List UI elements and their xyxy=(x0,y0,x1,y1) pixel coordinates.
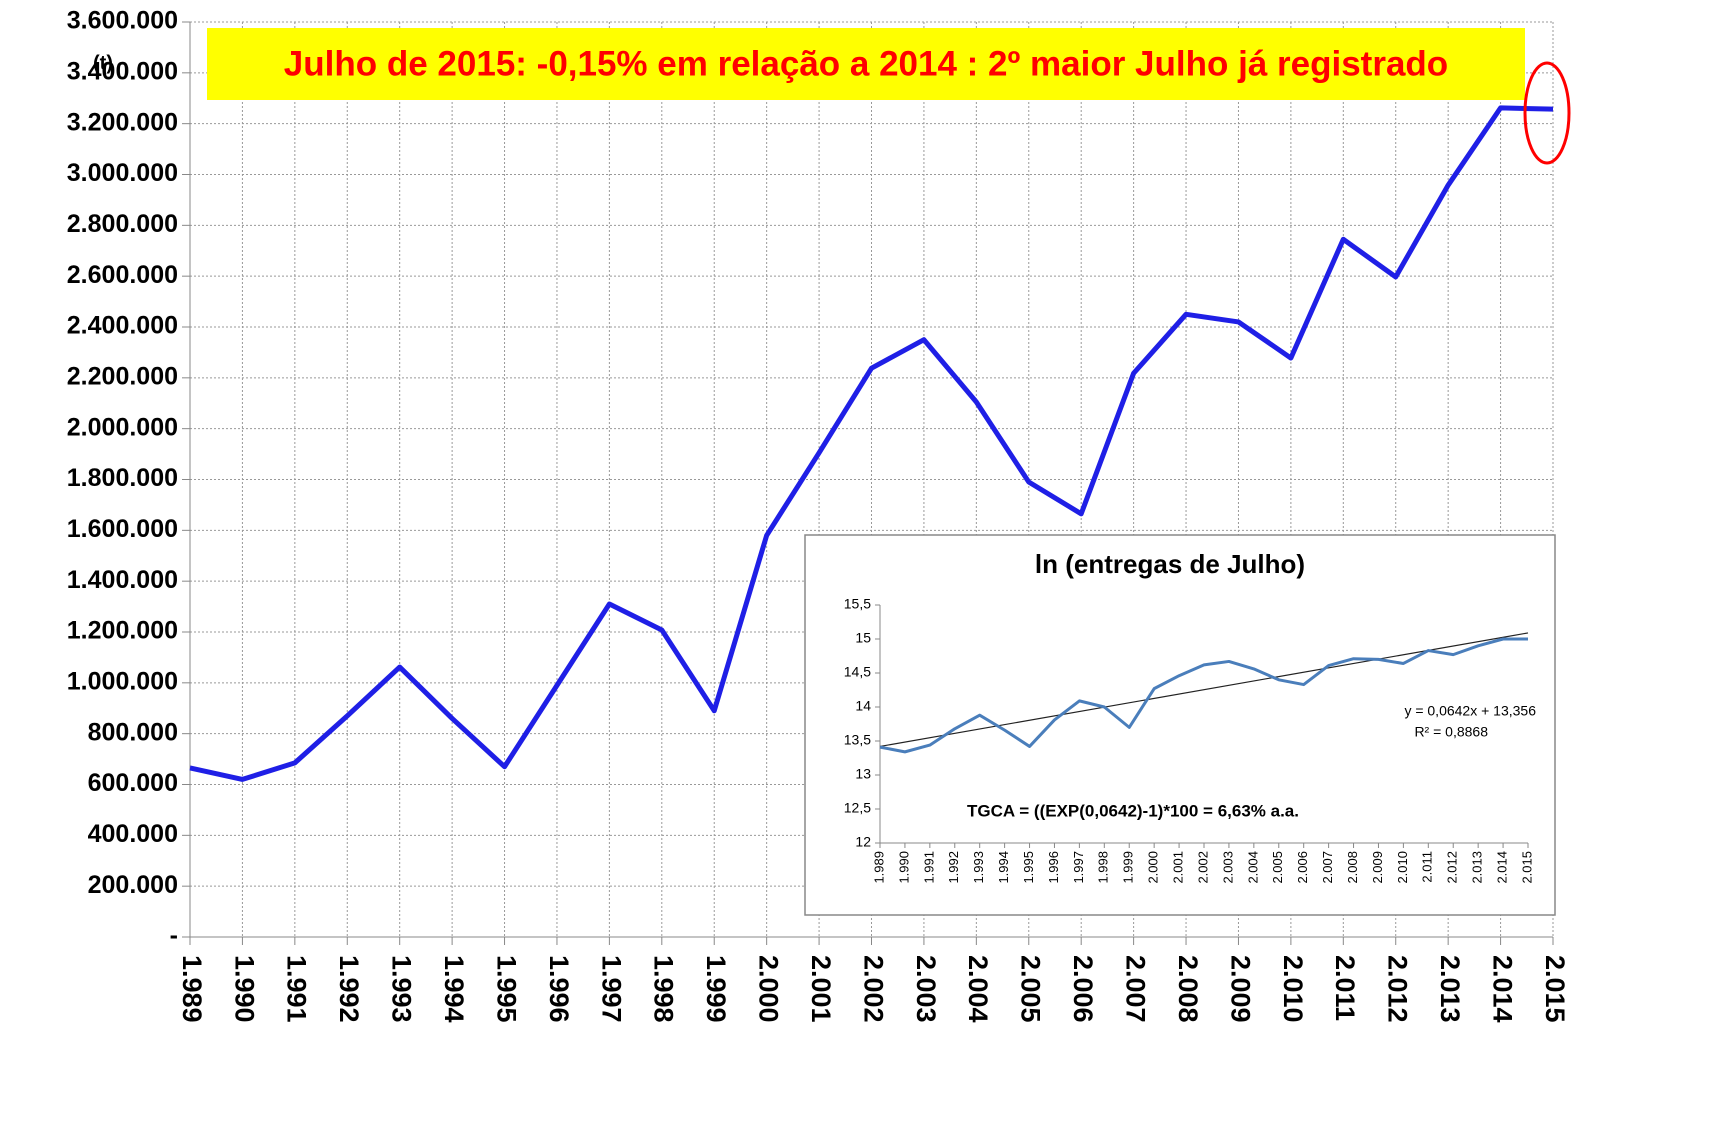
y-tick-label: 1.000.000 xyxy=(67,667,178,695)
x-tick-label: 1.999 xyxy=(701,955,731,1023)
x-tick-label: 2.006 xyxy=(1295,851,1310,884)
x-tick-label: 1.996 xyxy=(1046,851,1061,884)
x-tick-label: 2.010 xyxy=(1395,851,1410,884)
x-tick-label: 2.005 xyxy=(1270,851,1285,884)
x-tick-label: 2.008 xyxy=(1345,851,1360,884)
x-tick-label: 2.001 xyxy=(1171,851,1186,884)
x-tick-label: 2.014 xyxy=(1487,955,1517,1023)
x-tick-label: 2.005 xyxy=(1016,955,1046,1023)
r-squared: R² = 0,8868 xyxy=(1414,724,1488,740)
y-tick-label: 13 xyxy=(855,766,871,782)
data-line xyxy=(879,637,1528,754)
x-tick-label: 1.989 xyxy=(177,955,207,1023)
y-tick-label: 3.000.000 xyxy=(67,159,178,187)
x-tick-label: 2.007 xyxy=(1120,955,1150,1023)
y-tick-label: 1.400.000 xyxy=(67,566,178,594)
x-tick-label: 1.992 xyxy=(946,851,961,884)
x-tick-label: 2.008 xyxy=(1173,955,1203,1023)
x-tick-label: 1.992 xyxy=(334,955,364,1023)
x-tick-label: 2.003 xyxy=(1220,851,1235,884)
x-tick-label: 1.993 xyxy=(387,955,417,1023)
x-tick-label: 2.002 xyxy=(858,955,888,1023)
x-tick-label: 2.004 xyxy=(963,955,993,1023)
x-tick-label: 2.014 xyxy=(1495,851,1510,884)
x-tick-label: 2.003 xyxy=(911,955,941,1023)
y-tick-label: 2.400.000 xyxy=(67,312,178,340)
y-tick-label: 2.000.000 xyxy=(67,413,178,441)
x-tick-label: 1.990 xyxy=(229,955,259,1023)
x-tick-label: 2.013 xyxy=(1470,851,1485,884)
x-tick-label: 2.000 xyxy=(1146,851,1161,884)
y-axis-label: (t) xyxy=(93,52,113,74)
x-tick-label: 2.011 xyxy=(1420,851,1435,883)
x-tick-label: 1.996 xyxy=(544,955,574,1023)
x-tick-label: 2.011 xyxy=(1330,955,1360,1021)
x-tick-label: 1.991 xyxy=(921,851,936,884)
inset-frame xyxy=(804,534,1556,916)
y-tick-label: 2.800.000 xyxy=(67,210,178,238)
inset-title: ln (entregas de Julho) xyxy=(1035,549,1305,579)
x-tick-label: 2.012 xyxy=(1445,851,1460,884)
inset-annotation: TGCA = ((EXP(0,0642)-1)*100 = 6,63% a.a. xyxy=(967,801,1299,820)
y-tick-label: 600.000 xyxy=(88,769,178,797)
x-tick-label: 2.002 xyxy=(1195,851,1210,884)
x-tick-label: 2.015 xyxy=(1540,955,1570,1023)
x-tick-label: 1.994 xyxy=(439,955,469,1023)
x-tick-label: 2.010 xyxy=(1278,955,1308,1023)
y-tick-label: 12,5 xyxy=(844,800,871,816)
trendline xyxy=(879,632,1529,748)
x-tick-label: 1.998 xyxy=(1096,851,1111,884)
x-tick-label: 2.001 xyxy=(806,955,836,1023)
y-tick-label: 2.200.000 xyxy=(67,362,178,390)
y-tick-label: 12 xyxy=(855,834,871,850)
x-tick-label: 1.994 xyxy=(996,851,1011,884)
x-tick-label: 2.009 xyxy=(1225,955,1255,1023)
y-tick-label: 3.400.000 xyxy=(67,57,178,85)
y-tick-label: 3.200.000 xyxy=(67,108,178,136)
y-tick-label: 1.800.000 xyxy=(67,464,178,492)
x-tick-label: 2.012 xyxy=(1383,955,1413,1023)
y-tick-label: 1.600.000 xyxy=(67,515,178,543)
x-tick-label: 2.000 xyxy=(754,955,784,1023)
x-tick-label: 2.006 xyxy=(1068,955,1098,1023)
y-tick-label: 15 xyxy=(855,630,871,646)
x-tick-label: 1.990 xyxy=(896,851,911,884)
x-tick-label: 2.015 xyxy=(1519,851,1534,884)
trend-equation: y = 0,0642x + 13,356 xyxy=(1404,703,1536,719)
x-tick-label: 1.998 xyxy=(649,955,679,1023)
y-tick-label: 3.600.000 xyxy=(67,7,178,35)
y-tick-label: - xyxy=(170,922,178,950)
y-tick-label: 800.000 xyxy=(88,718,178,746)
x-tick-label: 1.999 xyxy=(1121,851,1136,884)
x-tick-label: 1.995 xyxy=(1021,851,1036,884)
y-tick-label: 200.000 xyxy=(88,871,178,899)
x-tick-label: 1.993 xyxy=(971,851,986,884)
data-line xyxy=(189,105,1554,782)
annotation-box xyxy=(207,28,1525,100)
x-tick-label: 1.995 xyxy=(491,955,521,1023)
y-tick-label: 15,5 xyxy=(844,596,871,612)
x-tick-label: 1.991 xyxy=(282,955,312,1023)
y-tick-label: 13,5 xyxy=(844,732,871,748)
highlight-ellipse xyxy=(1523,61,1571,165)
x-tick-label: 2.007 xyxy=(1320,851,1335,884)
y-tick-label: 1.200.000 xyxy=(67,617,178,645)
annotation: Julho de 2015: -0,15% em relação a 2014 … xyxy=(284,44,1448,83)
y-tick-label: 14 xyxy=(855,698,871,714)
y-tick-label: 14,5 xyxy=(844,664,871,680)
x-tick-label: 2.009 xyxy=(1370,851,1385,884)
y-tick-label: 400.000 xyxy=(88,820,178,848)
x-tick-label: 1.997 xyxy=(596,955,626,1023)
x-tick-label: 1.989 xyxy=(871,851,886,884)
x-tick-label: 1.997 xyxy=(1071,851,1086,884)
x-tick-label: 2.013 xyxy=(1435,955,1465,1023)
y-tick-label: 2.600.000 xyxy=(67,261,178,289)
x-tick-label: 2.004 xyxy=(1245,851,1260,884)
